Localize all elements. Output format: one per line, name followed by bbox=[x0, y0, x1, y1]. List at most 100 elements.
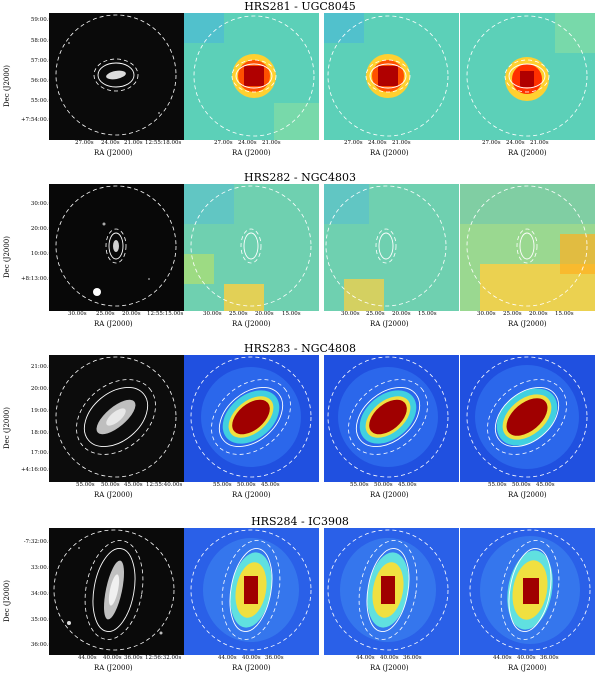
ra-axis-label: RA (J2000) bbox=[94, 491, 133, 499]
x-tick: 55.00s bbox=[350, 482, 369, 488]
x-tick: 36.00s bbox=[265, 655, 284, 661]
y-tick: 21:00.0 bbox=[30, 364, 52, 370]
x-tick: 50.00s bbox=[101, 482, 120, 488]
x-tick: 27.00s bbox=[214, 140, 233, 146]
ra-axis-label: RA (J2000) bbox=[508, 664, 547, 672]
optical-image bbox=[49, 184, 184, 311]
x-tick: 36.00s bbox=[124, 655, 143, 661]
map-image bbox=[184, 13, 319, 140]
map-image bbox=[184, 184, 319, 311]
x-tick: 45.00s bbox=[124, 482, 143, 488]
x-tick: 50.00s bbox=[237, 482, 256, 488]
ra-axis-label: RA (J2000) bbox=[94, 320, 133, 328]
x-tick: 21.00s bbox=[530, 140, 549, 146]
x-tick: 25.00s bbox=[366, 311, 385, 317]
x-tick: 40.00s bbox=[517, 655, 536, 661]
x-tick: 36.00s bbox=[540, 655, 559, 661]
map-image bbox=[184, 528, 319, 655]
map-image bbox=[324, 355, 459, 482]
figure-row-hrs284: HRS284 - IC3908 Dec (J2000) -7:32:00.0 3… bbox=[0, 515, 600, 686]
y-tick: 30:00.0 bbox=[30, 201, 52, 207]
ra-axis-label: RA (J2000) bbox=[232, 491, 271, 499]
x-tick: 55.00s bbox=[213, 482, 232, 488]
y-tick: +8:13:00.0 bbox=[20, 276, 52, 282]
x-tick: 30.00s bbox=[477, 311, 496, 317]
y-tick: 20:00.0 bbox=[30, 386, 52, 392]
ra-axis-label: RA (J2000) bbox=[94, 149, 133, 157]
optical-image bbox=[49, 355, 184, 482]
x-tick: 55.00s bbox=[76, 482, 95, 488]
x-tick: 44.00s bbox=[356, 655, 375, 661]
x-tick: 24.00s bbox=[101, 140, 120, 146]
x-tick: 45.00s bbox=[261, 482, 280, 488]
y-tick: +4:16:00.0 bbox=[20, 467, 52, 473]
ra-axis-label: RA (J2000) bbox=[370, 149, 409, 157]
x-tick: 12:55:15.00s bbox=[147, 311, 184, 317]
panel-title: HRS281 - UGC8045 bbox=[244, 0, 356, 13]
map-image bbox=[460, 528, 595, 655]
optical-image bbox=[49, 13, 184, 140]
ra-axis-label: RA (J2000) bbox=[370, 320, 409, 328]
ra-axis-label: RA (J2000) bbox=[232, 320, 271, 328]
figure-row-hrs281: HRS281 - UGC8045 Dec (J2000) 59:00.0 58:… bbox=[0, 0, 600, 171]
y-tick: 36:00.0 bbox=[30, 642, 52, 648]
x-tick: 40.00s bbox=[242, 655, 261, 661]
y-tick: 59:00.0 bbox=[30, 17, 52, 23]
x-tick: 25.00s bbox=[96, 311, 115, 317]
figure-row-hrs283: HRS283 - NGC4808 Dec (J2000) 21:00.0 20:… bbox=[0, 342, 600, 513]
optical-image bbox=[49, 528, 184, 655]
ra-axis-label: RA (J2000) bbox=[508, 491, 547, 499]
panel-title: HRS282 - NGC4803 bbox=[244, 171, 356, 184]
x-tick: 30.00s bbox=[341, 311, 360, 317]
y-tick: 35:00.0 bbox=[30, 617, 52, 623]
y-tick: 58:00.0 bbox=[30, 38, 52, 44]
x-tick: 25.00s bbox=[229, 311, 248, 317]
x-tick: 27.00s bbox=[75, 140, 94, 146]
y-tick: 10:00.0 bbox=[30, 251, 52, 257]
x-tick: 21.00s bbox=[392, 140, 411, 146]
x-tick: 24.00s bbox=[368, 140, 387, 146]
x-tick: 44.00s bbox=[78, 655, 97, 661]
map-image bbox=[324, 184, 459, 311]
map-image bbox=[324, 13, 459, 140]
x-tick: 15.00s bbox=[418, 311, 437, 317]
ra-axis-label: RA (J2000) bbox=[508, 320, 547, 328]
x-tick: 55.00s bbox=[488, 482, 507, 488]
panel-title: HRS283 - NGC4808 bbox=[244, 342, 356, 355]
x-tick: 21.00s bbox=[124, 140, 143, 146]
y-tick: 19:00.0 bbox=[30, 408, 52, 414]
y-tick: -7:32:00.0 bbox=[23, 539, 52, 545]
x-tick: 20.00s bbox=[122, 311, 141, 317]
x-tick: 27.00s bbox=[344, 140, 363, 146]
y-tick: 17:00.0 bbox=[30, 450, 52, 456]
x-tick: 45.00s bbox=[398, 482, 417, 488]
y-tick: 20:00.0 bbox=[30, 226, 52, 232]
x-tick: 25.00s bbox=[503, 311, 522, 317]
map-image bbox=[460, 184, 595, 311]
ra-axis-label: RA (J2000) bbox=[232, 664, 271, 672]
map-image bbox=[460, 13, 595, 140]
x-tick: 44.00s bbox=[218, 655, 237, 661]
x-tick: 44.00s bbox=[493, 655, 512, 661]
x-tick: 20.00s bbox=[255, 311, 274, 317]
y-tick: 57:00.0 bbox=[30, 58, 52, 64]
y-tick: 56:00.0 bbox=[30, 78, 52, 84]
x-tick: 12:56:32.00s bbox=[145, 655, 182, 661]
map-image bbox=[324, 528, 459, 655]
y-tick: 34:00.0 bbox=[30, 591, 52, 597]
y-tick: 33:00.0 bbox=[30, 565, 52, 571]
x-tick: 45.00s bbox=[536, 482, 555, 488]
x-tick: 27.00s bbox=[482, 140, 501, 146]
x-tick: 21.00s bbox=[262, 140, 281, 146]
ra-axis-label: RA (J2000) bbox=[370, 664, 409, 672]
x-tick: 40.00s bbox=[103, 655, 122, 661]
x-tick: 50.00s bbox=[512, 482, 531, 488]
ra-axis-label: RA (J2000) bbox=[94, 664, 133, 672]
x-tick: 40.00s bbox=[380, 655, 399, 661]
x-tick: 24.00s bbox=[238, 140, 257, 146]
x-tick: 50.00s bbox=[374, 482, 393, 488]
x-tick: 15.00s bbox=[555, 311, 574, 317]
map-image bbox=[460, 355, 595, 482]
x-tick: 24.00s bbox=[506, 140, 525, 146]
y-tick: +7:54:00.0 bbox=[20, 117, 52, 123]
